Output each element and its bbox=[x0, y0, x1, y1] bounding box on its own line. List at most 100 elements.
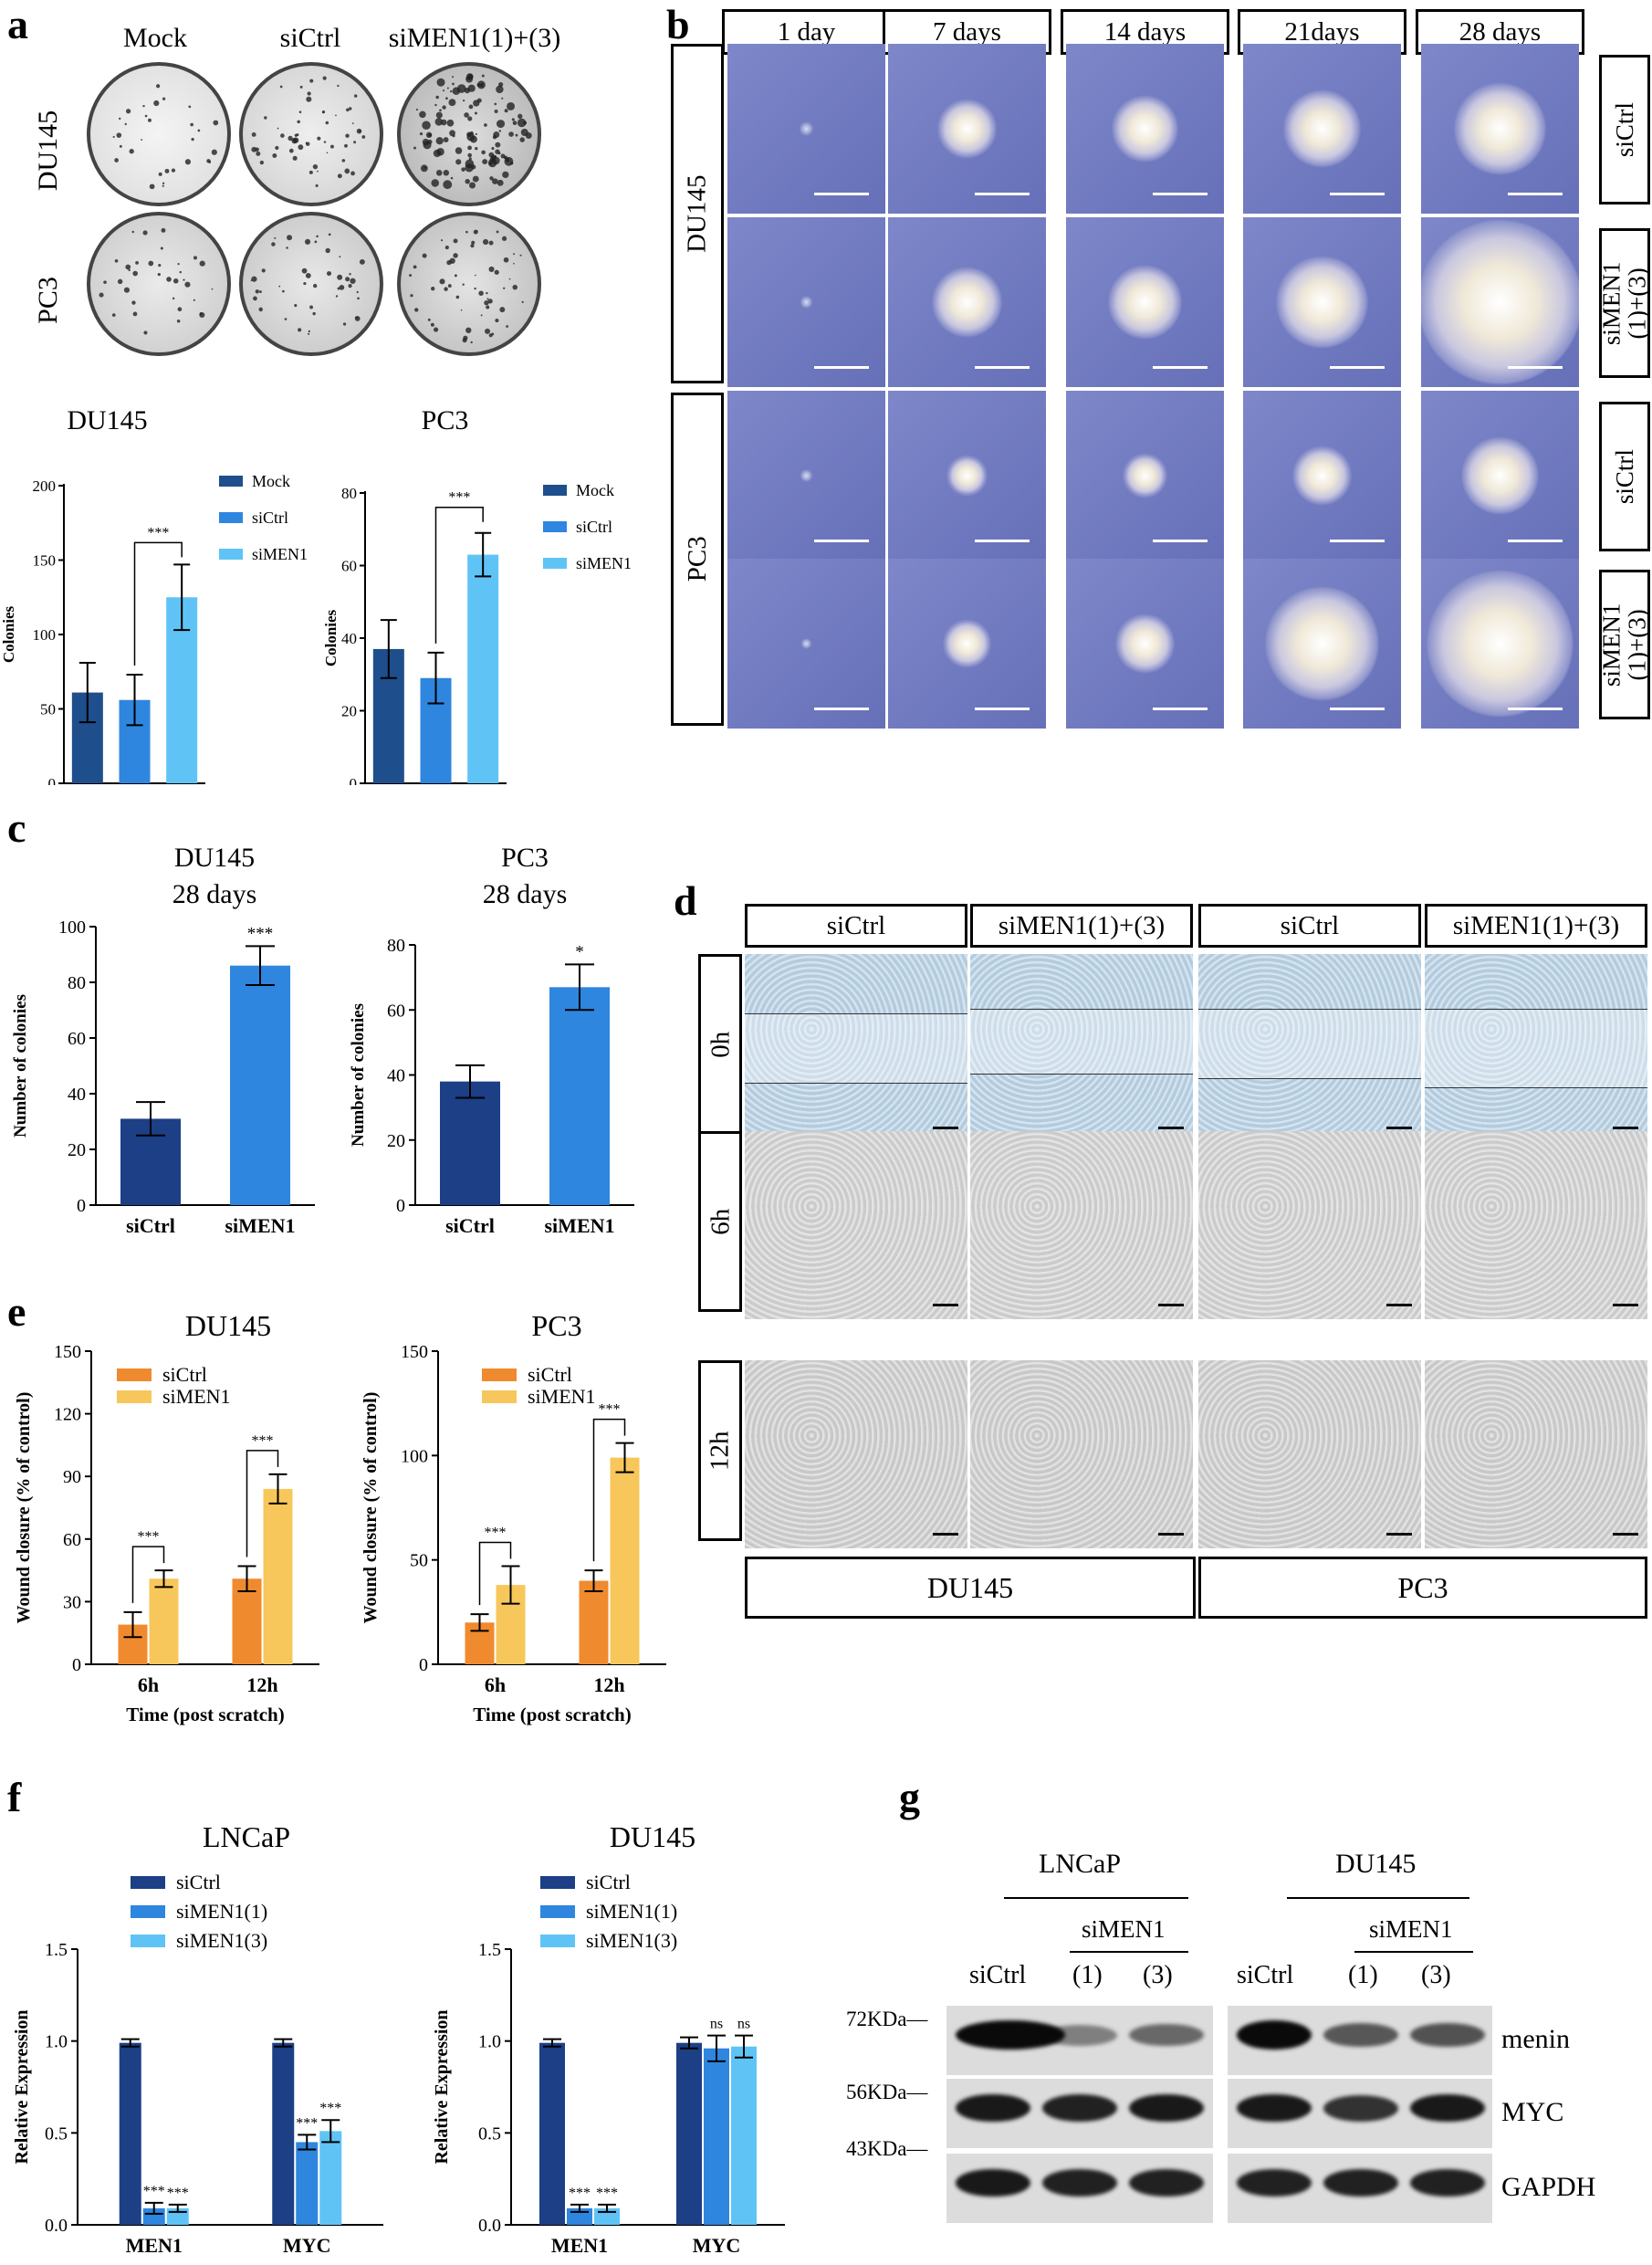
blot-band bbox=[1237, 2020, 1312, 2050]
colony-dot bbox=[171, 168, 176, 173]
legend-swatch bbox=[131, 1905, 165, 1918]
colony-dot bbox=[496, 85, 504, 94]
colony-dot bbox=[515, 133, 518, 137]
chart-title: DU145 bbox=[67, 405, 147, 435]
scale-bar bbox=[1508, 540, 1563, 542]
spheroid-row-pc3: PC3 bbox=[671, 393, 724, 726]
significance-bracket bbox=[592, 1418, 626, 1562]
colony-dot bbox=[489, 176, 494, 181]
colony-dot bbox=[118, 117, 121, 121]
x-tick-label: siMEN1 bbox=[225, 1214, 296, 1237]
wound-col-header: siCtrl bbox=[745, 904, 967, 948]
bar-simen11 bbox=[704, 2048, 729, 2225]
wound-col-header: siMEN1(1)+(3) bbox=[1425, 904, 1647, 948]
scale-bar bbox=[1508, 366, 1563, 369]
colony-dot bbox=[308, 332, 310, 335]
spheroid-micrograph bbox=[727, 217, 885, 387]
wound-col-header: siCtrl bbox=[1198, 904, 1421, 948]
colony-dot bbox=[287, 235, 293, 241]
legend-label: siMEN1 bbox=[528, 1385, 596, 1408]
bar-sictrl bbox=[232, 1578, 262, 1664]
chart-title: PC3 bbox=[531, 1309, 581, 1342]
colony-dot bbox=[521, 300, 524, 303]
x-axis-label: Time (post scratch) bbox=[473, 1704, 631, 1725]
colony-dot bbox=[354, 316, 361, 321]
colony-dot bbox=[199, 311, 205, 318]
blot-lane-label: (3) bbox=[1421, 1961, 1451, 1989]
legend-swatch bbox=[543, 558, 567, 569]
colony-dot bbox=[183, 278, 185, 281]
colony-dot bbox=[350, 171, 355, 176]
colony-dot bbox=[353, 141, 357, 144]
colony-dot bbox=[298, 110, 302, 113]
y-tick-label: 40 bbox=[68, 1085, 86, 1105]
colony-dot bbox=[467, 145, 472, 151]
colony-dot bbox=[452, 76, 455, 79]
scale-bar bbox=[1153, 540, 1208, 542]
legend-swatch bbox=[219, 549, 243, 560]
colony-dot bbox=[443, 170, 450, 176]
colony-dot bbox=[213, 120, 219, 126]
colony-dot bbox=[348, 107, 352, 110]
bar-simen11 bbox=[296, 2142, 319, 2225]
y-tick-label: 150 bbox=[401, 1342, 428, 1362]
colony-dot bbox=[439, 109, 442, 112]
colony-dot bbox=[149, 184, 155, 190]
colony-dot bbox=[497, 152, 501, 155]
x-tick-label: 12h bbox=[593, 1673, 624, 1696]
colony-dot bbox=[508, 131, 514, 137]
colony-dot bbox=[119, 144, 122, 148]
wound-gap bbox=[745, 1013, 967, 1084]
colony-dot bbox=[297, 120, 300, 124]
colony-dot bbox=[193, 256, 198, 260]
colony-dot bbox=[326, 152, 329, 154]
colony-dot bbox=[128, 268, 131, 272]
dish-col-mock: Mock bbox=[123, 23, 187, 53]
significance-label: *** bbox=[247, 924, 274, 943]
colony-dot bbox=[475, 147, 478, 151]
colony-dot bbox=[125, 264, 131, 270]
colony-dot bbox=[486, 305, 490, 309]
colony-dot bbox=[272, 153, 277, 159]
spheroid-micrograph bbox=[727, 391, 885, 561]
colony-dot bbox=[348, 283, 352, 288]
spheroid-micrograph bbox=[888, 217, 1046, 387]
y-axis-label: Colonies bbox=[0, 605, 17, 663]
colony-dot bbox=[468, 157, 472, 161]
legend-label: siMEN1(3) bbox=[176, 1929, 267, 1952]
colony-dot bbox=[447, 284, 452, 288]
colony-dot bbox=[491, 147, 495, 151]
colony-dot bbox=[445, 97, 448, 100]
significance-label: *** bbox=[252, 1433, 274, 1449]
colony-dot bbox=[452, 134, 455, 138]
colony-dot bbox=[434, 118, 444, 126]
colony-dot bbox=[513, 262, 515, 265]
colony-dot bbox=[356, 290, 359, 294]
legend-swatch bbox=[131, 1876, 165, 1889]
y-tick-label: 1.5 bbox=[45, 1940, 68, 1960]
y-tick-label: 50 bbox=[410, 1551, 428, 1571]
bar-simen1 bbox=[610, 1457, 640, 1664]
colony-dot bbox=[259, 160, 265, 165]
significance-label: *** bbox=[448, 490, 470, 506]
significance-label: *** bbox=[147, 525, 169, 540]
spheroid-micrograph bbox=[888, 391, 1046, 561]
colony-dot bbox=[317, 170, 319, 173]
colony-dot bbox=[132, 270, 138, 277]
colony-dot bbox=[162, 182, 165, 185]
colony-dot bbox=[482, 238, 489, 246]
scale-bar bbox=[975, 366, 1030, 369]
colony-dot bbox=[286, 246, 288, 249]
legend-swatch bbox=[540, 1905, 575, 1918]
colony-dot bbox=[158, 264, 162, 267]
colony-dot bbox=[337, 274, 343, 280]
significance-label: *** bbox=[138, 1529, 160, 1545]
colony-dot bbox=[453, 253, 458, 258]
colony-dot bbox=[433, 327, 439, 332]
colony-dot bbox=[448, 99, 456, 107]
colony-dot bbox=[503, 287, 506, 289]
y-tick-label: 80 bbox=[68, 973, 86, 993]
significance-label: *** bbox=[167, 2186, 189, 2201]
scale-bar bbox=[1613, 1533, 1638, 1536]
spheroid-micrograph bbox=[1066, 44, 1224, 214]
